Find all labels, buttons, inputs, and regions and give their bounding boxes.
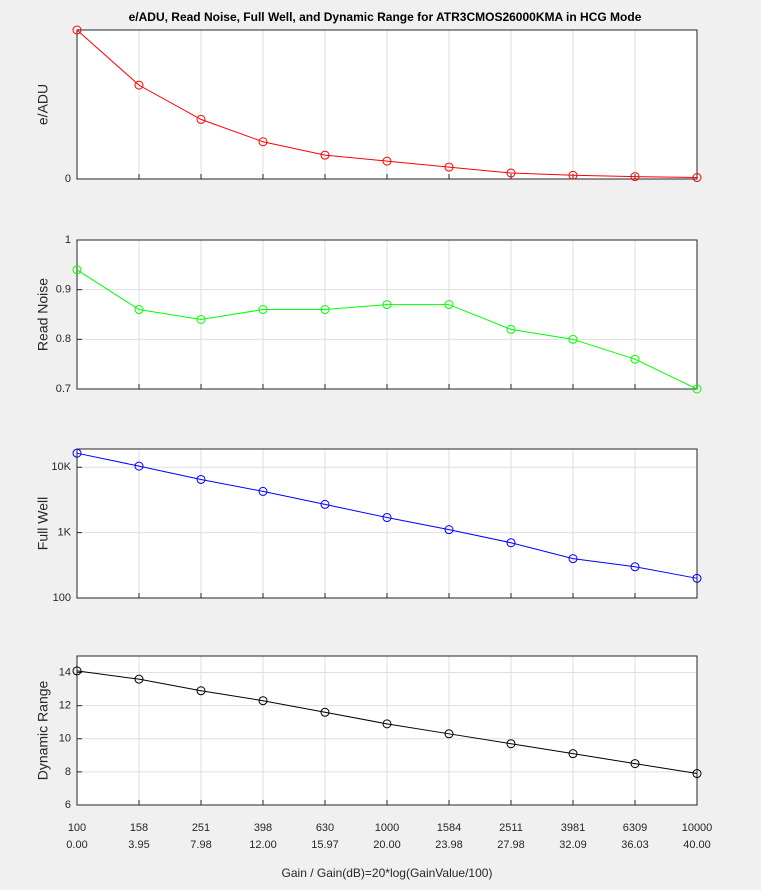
axes-box <box>76 448 698 599</box>
x-tick-label: 10000 <box>682 822 713 834</box>
marker <box>134 80 144 90</box>
marker <box>320 499 330 509</box>
y-tick-label: 100 <box>53 592 71 604</box>
x-tick-label: 1584 <box>437 822 461 834</box>
marker <box>444 300 454 310</box>
x-tick-label: 398 <box>254 822 272 834</box>
x-tick-label-db: 7.98 <box>190 839 211 851</box>
marker <box>568 170 578 180</box>
marker <box>258 696 268 706</box>
x-tick-label: 3981 <box>561 822 585 834</box>
y-axis-label: Read Noise <box>35 278 51 351</box>
y-axis-label: e/ADU <box>35 84 51 125</box>
x-tick-label-db: 36.03 <box>621 839 649 851</box>
x-tick-label-db: 15.97 <box>311 839 339 851</box>
marker <box>320 305 330 315</box>
marker <box>382 513 392 523</box>
y-axis-label: Dynamic Range <box>35 680 51 780</box>
marker <box>320 150 330 160</box>
marker <box>196 686 206 696</box>
marker <box>444 162 454 172</box>
x-tick-label: 100 <box>68 822 86 834</box>
marker <box>444 525 454 535</box>
y-tick-label: 10K <box>51 461 71 473</box>
marker <box>568 554 578 564</box>
marker <box>72 265 82 275</box>
x-tick-label-db: 3.95 <box>128 839 149 851</box>
marker <box>258 305 268 315</box>
marker <box>134 305 144 315</box>
chart-title: e/ADU, Read Noise, Full Well, and Dynami… <box>129 10 642 24</box>
axes-box <box>76 655 698 806</box>
marker <box>692 769 702 779</box>
marker <box>630 354 640 364</box>
marker <box>134 461 144 471</box>
y-axis-label: Full Well <box>35 497 51 550</box>
x-tick-label: 6309 <box>623 822 647 834</box>
marker <box>506 168 516 178</box>
marker <box>506 739 516 749</box>
x-tick-label: 251 <box>192 822 210 834</box>
marker <box>568 334 578 344</box>
marker <box>630 172 640 182</box>
marker <box>196 314 206 324</box>
x-tick-label-db: 12.00 <box>249 839 277 851</box>
marker <box>258 486 268 496</box>
x-tick-label: 2511 <box>499 822 523 834</box>
y-tick-label: 1K <box>58 527 72 539</box>
x-tick-label: 630 <box>316 822 334 834</box>
marker <box>568 749 578 759</box>
series-line <box>76 29 698 179</box>
x-tick-label: 1000 <box>375 822 399 834</box>
x-tick-label-db: 40.00 <box>683 839 711 851</box>
marker <box>382 719 392 729</box>
marker <box>134 674 144 684</box>
x-tick-label-db: 27.98 <box>497 839 525 851</box>
marker <box>382 156 392 166</box>
axes-box <box>76 239 698 390</box>
y-tick-label: 6 <box>65 799 71 811</box>
axes-box <box>76 29 698 180</box>
marker <box>692 173 702 183</box>
x-tick-label-db: 0.00 <box>66 839 87 851</box>
marker <box>320 707 330 717</box>
y-tick-label: 8 <box>65 766 71 778</box>
x-tick-label-db: 23.98 <box>435 839 463 851</box>
series-line <box>76 269 698 390</box>
marker <box>630 759 640 769</box>
y-tick-label: 14 <box>59 666 71 678</box>
series-line <box>76 670 698 775</box>
y-tick-label: 1 <box>65 234 71 246</box>
marker <box>196 114 206 124</box>
series-line <box>76 452 698 579</box>
marker <box>630 562 640 572</box>
marker <box>72 666 82 676</box>
y-tick-label: 0.9 <box>56 284 71 296</box>
marker <box>72 448 82 458</box>
marker <box>72 25 82 35</box>
y-tick-label: 0.8 <box>56 333 71 345</box>
x-tick-label-db: 20.00 <box>373 839 401 851</box>
x-tick-label: 158 <box>130 822 148 834</box>
x-tick-label-db: 32.09 <box>559 839 587 851</box>
y-tick-label: 12 <box>59 700 71 712</box>
marker <box>692 573 702 583</box>
marker <box>382 300 392 310</box>
marker <box>444 729 454 739</box>
marker <box>196 474 206 484</box>
marker <box>692 384 702 394</box>
marker <box>258 137 268 147</box>
y-tick-label: 0.7 <box>56 383 71 395</box>
y-tick-label: 10 <box>59 733 71 745</box>
marker <box>506 324 516 334</box>
y-tick-label: 0 <box>65 173 71 185</box>
x-axis-label: Gain / Gain(dB)=20*log(GainValue/100) <box>282 866 493 880</box>
marker <box>506 538 516 548</box>
